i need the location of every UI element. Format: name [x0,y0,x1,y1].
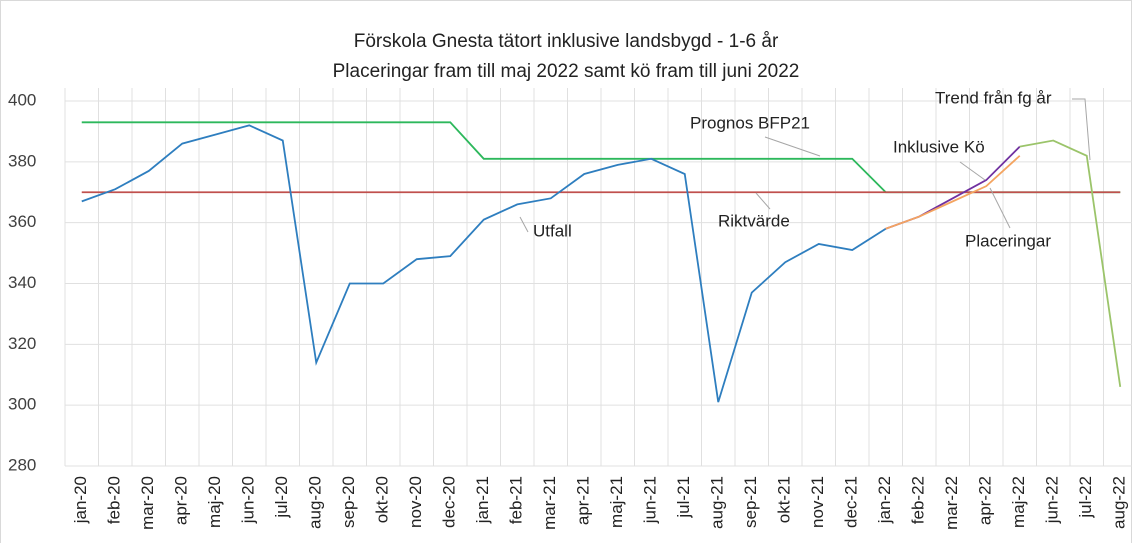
x-tick-label: maj-20 [205,476,224,528]
series-label: Inklusive Kö [893,137,985,156]
x-tick-label: mar-20 [138,476,157,530]
y-tick-label: 380 [8,151,36,170]
y-tick-label: 340 [8,273,36,292]
x-tick-label: dec-21 [842,476,861,528]
x-tick-label: apr-20 [172,476,191,525]
x-tick-label: maj-22 [1009,476,1028,528]
series-line [1019,139,1122,388]
x-tick-label: nov-20 [406,476,425,528]
series-label: Placeringar [965,231,1051,250]
x-tick-label: sep-20 [339,476,358,528]
x-tick-label: jan-21 [473,476,492,524]
x-tick-label: dec-20 [440,476,459,528]
x-tick-label: nov-21 [808,476,827,528]
y-tick-label: 300 [8,395,36,414]
x-tick-label: jan-22 [875,476,894,524]
x-tick-label: feb-20 [105,476,124,524]
x-tick-label: jul-21 [674,476,693,519]
series-label: Utfall [533,221,572,240]
x-tick-label: jul-20 [272,476,291,519]
x-tick-label: mar-22 [942,476,961,530]
x-tick-label: sep-21 [741,476,760,528]
chart-title: Förskola Gnesta tätort inklusive landsby… [354,31,779,52]
x-tick-label: mar-21 [540,476,559,530]
leader-line [989,187,1011,229]
y-tick-label: 320 [8,334,36,353]
x-tick-label: jun-22 [1043,476,1062,524]
x-tick-label: jun-21 [641,476,660,524]
leader-line [519,216,529,233]
x-tick-label: okt-21 [775,476,794,523]
y-tick-label: 360 [8,212,36,231]
x-tick-label: aug-22 [1110,476,1129,529]
y-tick-label: 280 [8,455,36,474]
x-tick-label: maj-21 [607,476,626,528]
series-line [885,155,1021,230]
x-tick-label: aug-21 [708,476,727,529]
x-tick-label: jul-22 [1076,476,1095,519]
leader-line [959,161,986,181]
chart-subtitle: Placeringar fram till maj 2022 samt kö f… [333,61,800,82]
x-tick-label: feb-21 [507,476,526,524]
x-tick-label: feb-22 [909,476,928,524]
leader-line [755,192,771,210]
series-label: Riktvärde [718,211,790,230]
x-tick-label: jan-20 [71,476,90,524]
x-tick-label: okt-20 [373,476,392,523]
x-tick-label: apr-22 [976,476,995,525]
series-label: Trend från fg år [935,88,1052,107]
y-tick-label: 400 [8,90,36,109]
leader-line [1072,98,1091,161]
series-label: Prognos BFP21 [690,113,810,132]
leader-line [764,136,821,157]
x-tick-label: aug-20 [306,476,325,529]
x-tick-label: apr-21 [574,476,593,525]
series-line [81,124,887,403]
x-tick-label: jun-20 [239,476,258,524]
